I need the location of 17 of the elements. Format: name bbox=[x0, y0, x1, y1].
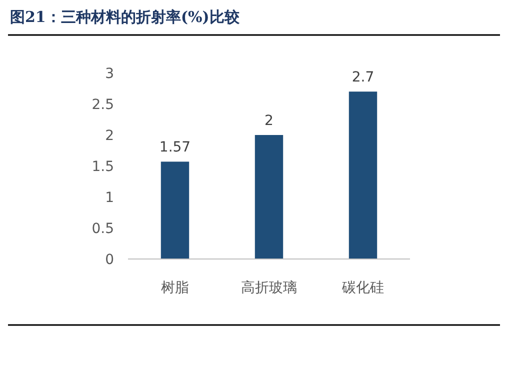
y-tick-label: 0 bbox=[105, 252, 114, 268]
data-label: 2.7 bbox=[352, 70, 374, 86]
y-tick-label: 1.5 bbox=[92, 158, 114, 175]
y-tick-label: 2.5 bbox=[92, 96, 114, 113]
bar bbox=[160, 162, 190, 259]
y-tick-label: 1 bbox=[105, 190, 114, 206]
x-tick-label: 碳化硅 bbox=[341, 280, 384, 296]
data-label: 1.57 bbox=[159, 140, 191, 156]
y-tick-label: 2 bbox=[105, 128, 114, 144]
chart-title: 图21：三种材料的折射率(%)比较 bbox=[10, 8, 240, 26]
x-tick-label: 树脂 bbox=[161, 280, 189, 296]
x-tick-label: 高折玻璃 bbox=[241, 280, 297, 296]
data-label: 2 bbox=[264, 113, 274, 129]
y-tick-label: 3 bbox=[105, 66, 114, 82]
bar bbox=[348, 92, 378, 259]
bar bbox=[254, 135, 284, 259]
y-tick-label: 0.5 bbox=[92, 220, 114, 237]
